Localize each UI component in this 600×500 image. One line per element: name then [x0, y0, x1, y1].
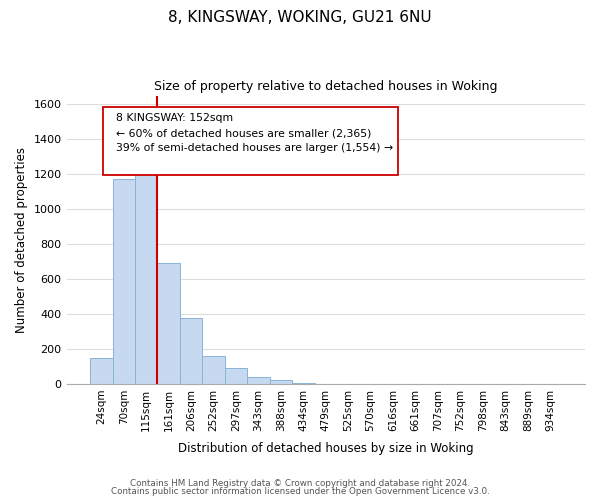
- Bar: [180, 318, 202, 384]
- Bar: [90, 358, 113, 384]
- X-axis label: Distribution of detached houses by size in Woking: Distribution of detached houses by size …: [178, 442, 473, 455]
- Bar: [225, 368, 247, 384]
- Bar: [202, 356, 225, 384]
- Bar: [113, 178, 135, 384]
- Bar: [247, 378, 269, 384]
- Bar: [292, 383, 314, 384]
- Bar: [135, 163, 157, 384]
- Text: 8 KINGSWAY: 152sqm
← 60% of detached houses are smaller (2,365)
39% of semi-deta: 8 KINGSWAY: 152sqm ← 60% of detached hou…: [116, 113, 393, 154]
- Title: Size of property relative to detached houses in Woking: Size of property relative to detached ho…: [154, 80, 497, 93]
- FancyBboxPatch shape: [103, 107, 398, 175]
- Text: Contains HM Land Registry data © Crown copyright and database right 2024.: Contains HM Land Registry data © Crown c…: [130, 478, 470, 488]
- Text: Contains public sector information licensed under the Open Government Licence v3: Contains public sector information licen…: [110, 487, 490, 496]
- Bar: [269, 380, 292, 384]
- Bar: [157, 264, 180, 384]
- Y-axis label: Number of detached properties: Number of detached properties: [15, 146, 28, 332]
- Text: 8, KINGSWAY, WOKING, GU21 6NU: 8, KINGSWAY, WOKING, GU21 6NU: [168, 10, 432, 25]
